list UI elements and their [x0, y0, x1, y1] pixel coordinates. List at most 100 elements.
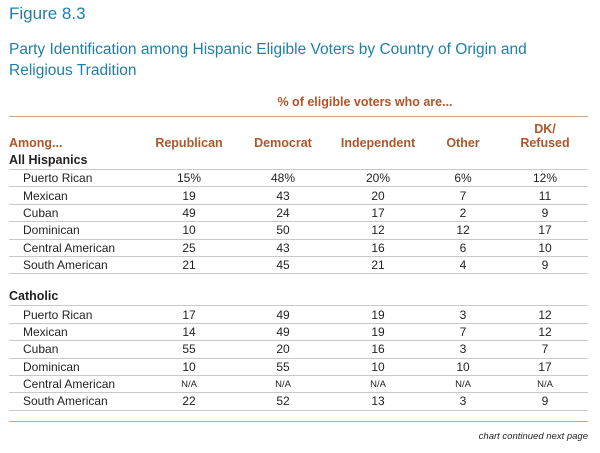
col-header-other: Other [446, 136, 480, 150]
dk-refused-cell: 17 [502, 221, 588, 240]
table-row: Cuban 49 24 17 2 9 [9, 204, 588, 223]
col-header-among: Among... [9, 136, 63, 150]
spacer-cell [9, 274, 588, 287]
republican-cell: 25 [144, 239, 234, 257]
header-row: Among... Republican Democrat Independent… [9, 120, 588, 150]
democrat-cell: 43 [234, 186, 332, 205]
party-id-table: Among... Republican Democrat Independent… [9, 120, 588, 411]
independent-cell: 19 [332, 305, 424, 324]
republican-cell: 22 [144, 392, 234, 411]
republican-cell: 17 [144, 305, 234, 324]
top-rule [9, 116, 588, 117]
continued-note: chart continued next page [478, 431, 588, 442]
republican-cell: 49 [144, 204, 234, 223]
democrat-cell: 43 [234, 239, 332, 257]
independent-cell: N/A [332, 375, 424, 394]
table-row: Dominican 10 50 12 12 17 [9, 221, 588, 240]
row-label: Mexican [9, 323, 144, 342]
other-cell: 3 [424, 305, 502, 324]
republican-cell: N/A [144, 375, 234, 394]
row-label: South American [9, 256, 144, 275]
dk-refused-cell: 9 [502, 256, 588, 275]
dk-refused-cell: 10 [502, 239, 588, 257]
democrat-cell: 52 [234, 392, 332, 411]
other-cell: 7 [424, 186, 502, 205]
republican-cell: 15% [144, 168, 234, 188]
row-label: Dominican [9, 358, 144, 376]
group-label: All Hispanics [9, 153, 88, 167]
independent-cell: 13 [332, 392, 424, 411]
table-row: Dominican 10 55 10 10 17 [9, 358, 588, 376]
democrat-cell: 20 [234, 340, 332, 359]
table-row: Puerto Rican 15% 48% 20% 6% 12% [9, 168, 588, 188]
row-label: Dominican [9, 221, 144, 240]
republican-cell: 19 [144, 186, 234, 205]
dk-refused-cell: 11 [502, 186, 588, 205]
democrat-cell: 48% [234, 168, 332, 188]
other-cell: 7 [424, 323, 502, 342]
dk-refused-cell: 9 [502, 392, 588, 411]
other-cell: 12 [424, 221, 502, 240]
independent-cell: 19 [332, 323, 424, 342]
democrat-cell: 49 [234, 305, 332, 324]
row-label: Mexican [9, 186, 144, 205]
other-cell: N/A [424, 375, 502, 394]
other-cell: 2 [424, 204, 502, 223]
other-cell: 10 [424, 358, 502, 376]
independent-cell: 17 [332, 204, 424, 223]
republican-cell: 10 [144, 358, 234, 376]
other-cell: 6% [424, 168, 502, 188]
democrat-cell: 24 [234, 204, 332, 223]
republican-cell: 14 [144, 323, 234, 342]
row-label: Cuban [9, 340, 144, 359]
independent-cell: 10 [332, 358, 424, 376]
dk-refused-cell: 9 [502, 204, 588, 223]
democrat-cell: 50 [234, 221, 332, 240]
independent-cell: 12 [332, 221, 424, 240]
republican-cell: 10 [144, 221, 234, 240]
other-cell: 3 [424, 340, 502, 359]
bottom-rule [9, 421, 588, 422]
independent-cell: 16 [332, 239, 424, 257]
table-row: Central American N/A N/A N/A N/A N/A [9, 375, 588, 394]
col-header-republican: Republican [155, 136, 223, 150]
row-label: South American [9, 392, 144, 411]
dk-refused-cell: 17 [502, 358, 588, 376]
table-subheader: % of eligible voters who are... [277, 95, 453, 109]
table-row: Central American 25 43 16 6 10 [9, 239, 588, 257]
other-cell: 3 [424, 392, 502, 411]
row-label: Puerto Rican [9, 168, 144, 188]
table-row: Cuban 55 20 16 3 7 [9, 340, 588, 359]
row-label: Puerto Rican [9, 305, 144, 324]
table-row: South American 22 52 13 3 9 [9, 392, 588, 411]
table-row: Mexican 19 43 20 7 11 [9, 186, 588, 205]
table-row: Mexican 14 49 19 7 12 [9, 323, 588, 342]
dk-refused-cell: N/A [502, 375, 588, 394]
group-header-row: Catholic [9, 286, 588, 306]
col-header-democrat: Democrat [254, 136, 312, 150]
col-header-dk-text: DK/ Refused [520, 122, 570, 150]
table-row: Puerto Rican 17 49 19 3 12 [9, 305, 588, 324]
group-spacer [9, 274, 588, 287]
row-label: Cuban [9, 204, 144, 223]
democrat-cell: N/A [234, 375, 332, 394]
col-header-independent: Independent [340, 136, 416, 150]
other-cell: 4 [424, 256, 502, 275]
dk-refused-cell: 12 [502, 323, 588, 342]
republican-cell: 21 [144, 256, 234, 275]
republican-cell: 55 [144, 340, 234, 359]
group-header-row: All Hispanics [9, 150, 588, 170]
row-label: Central American [9, 239, 144, 257]
dk-refused-cell: 12% [502, 168, 588, 188]
figure-title: Party Identification among Hispanic Elig… [9, 41, 527, 79]
independent-cell: 20% [332, 168, 424, 188]
democrat-cell: 45 [234, 256, 332, 275]
independent-cell: 21 [332, 256, 424, 275]
dk-refused-cell: 12 [502, 305, 588, 324]
independent-cell: 20 [332, 186, 424, 205]
democrat-cell: 49 [234, 323, 332, 342]
figure-label: Figure 8.3 [9, 4, 86, 23]
independent-cell: 16 [332, 340, 424, 359]
group-label: Catholic [9, 289, 59, 304]
dk-refused-cell: 7 [502, 340, 588, 359]
